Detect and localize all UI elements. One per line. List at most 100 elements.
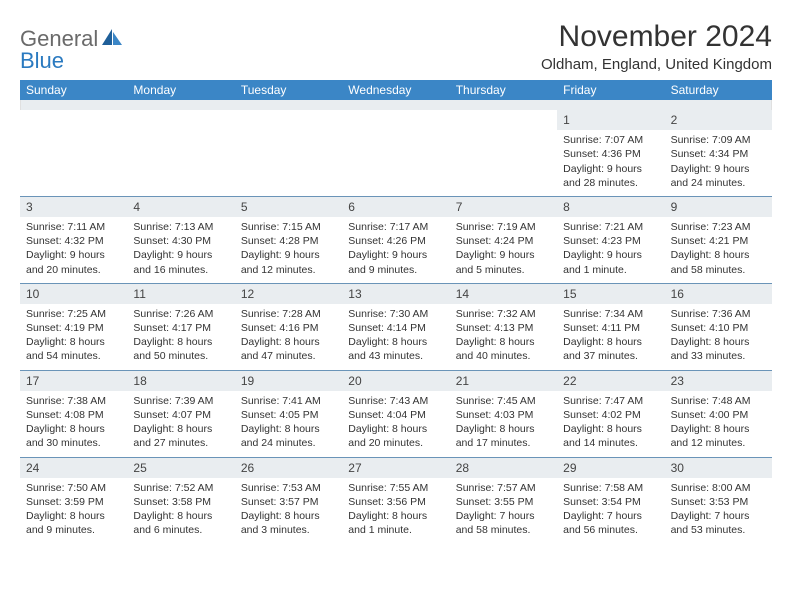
sunrise-line: Sunrise: 7:32 AM [456, 307, 551, 321]
sunset-line: Sunset: 4:02 PM [563, 408, 658, 422]
calendar-cell: 19Sunrise: 7:41 AMSunset: 4:05 PMDayligh… [235, 370, 342, 457]
daylight-line: and 24 minutes. [671, 176, 766, 190]
sunrise-line: Sunrise: 7:36 AM [671, 307, 766, 321]
daylight-line: Daylight: 8 hours [563, 422, 658, 436]
sunset-line: Sunset: 3:56 PM [348, 495, 443, 509]
daylight-line: and 28 minutes. [563, 176, 658, 190]
daylight-line: Daylight: 9 hours [26, 248, 121, 262]
daylight-line: and 37 minutes. [563, 349, 658, 363]
daylight-line: Daylight: 7 hours [456, 509, 551, 523]
daylight-line: and 9 minutes. [348, 263, 443, 277]
sunrise-line: Sunrise: 7:43 AM [348, 394, 443, 408]
calendar-cell: 20Sunrise: 7:43 AMSunset: 4:04 PMDayligh… [342, 370, 449, 457]
sunrise-line: Sunrise: 7:25 AM [26, 307, 121, 321]
day-number: 18 [127, 370, 234, 391]
day-number: 6 [342, 196, 449, 217]
daylight-line: Daylight: 8 hours [348, 509, 443, 523]
sunset-line: Sunset: 4:16 PM [241, 321, 336, 335]
sunset-line: Sunset: 4:26 PM [348, 234, 443, 248]
sunset-line: Sunset: 4:23 PM [563, 234, 658, 248]
day-number: 5 [235, 196, 342, 217]
daylight-line: Daylight: 8 hours [671, 422, 766, 436]
day-number: 24 [20, 457, 127, 478]
daylight-line: Daylight: 8 hours [348, 422, 443, 436]
sunrise-line: Sunrise: 7:15 AM [241, 220, 336, 234]
calendar-cell: 9Sunrise: 7:23 AMSunset: 4:21 PMDaylight… [665, 196, 772, 283]
sunrise-line: Sunrise: 7:50 AM [26, 481, 121, 495]
daylight-line: Daylight: 8 hours [241, 422, 336, 436]
daylight-line: Daylight: 9 hours [456, 248, 551, 262]
daylight-line: Daylight: 8 hours [241, 335, 336, 349]
daylight-line: and 1 minute. [563, 263, 658, 277]
sunrise-line: Sunrise: 7:39 AM [133, 394, 228, 408]
daylight-line: Daylight: 8 hours [671, 335, 766, 349]
daylight-line: and 43 minutes. [348, 349, 443, 363]
daylight-line: Daylight: 8 hours [241, 509, 336, 523]
daylight-line: and 12 minutes. [671, 436, 766, 450]
calendar-cell: 4Sunrise: 7:13 AMSunset: 4:30 PMDaylight… [127, 196, 234, 283]
sunset-line: Sunset: 4:05 PM [241, 408, 336, 422]
day-number: 1 [557, 110, 664, 130]
daylight-line: Daylight: 8 hours [26, 422, 121, 436]
daylight-line: and 56 minutes. [563, 523, 658, 537]
sunset-line: Sunset: 4:07 PM [133, 408, 228, 422]
daylight-line: and 27 minutes. [133, 436, 228, 450]
daylight-line: and 3 minutes. [241, 523, 336, 537]
sunrise-line: Sunrise: 7:57 AM [456, 481, 551, 495]
sunset-line: Sunset: 3:57 PM [241, 495, 336, 509]
calendar-cell: 6Sunrise: 7:17 AMSunset: 4:26 PMDaylight… [342, 196, 449, 283]
daylight-line: Daylight: 8 hours [348, 335, 443, 349]
calendar-cell: 30Sunrise: 8:00 AMSunset: 3:53 PMDayligh… [665, 457, 772, 544]
daylight-line: and 58 minutes. [671, 263, 766, 277]
calendar-cell [20, 110, 127, 196]
daylight-line: Daylight: 8 hours [456, 422, 551, 436]
week-row: 3Sunrise: 7:11 AMSunset: 4:32 PMDaylight… [20, 196, 772, 283]
day-header: Tuesday [235, 80, 342, 100]
day-number: 27 [342, 457, 449, 478]
daylight-line: and 40 minutes. [456, 349, 551, 363]
sunrise-line: Sunrise: 7:30 AM [348, 307, 443, 321]
calendar-cell: 10Sunrise: 7:25 AMSunset: 4:19 PMDayligh… [20, 283, 127, 370]
calendar-cell: 27 Sunrise: 7:55 AMSunset: 3:56 PMDayligh… [342, 457, 449, 544]
day-number: 7 [450, 196, 557, 217]
sunrise-line: Sunrise: 7:55 AM [348, 481, 443, 495]
day-number: 25 [127, 457, 234, 478]
sunrise-line: Sunrise: 7:47 AM [563, 394, 658, 408]
sunset-line: Sunset: 3:55 PM [456, 495, 551, 509]
sunrise-line: Sunrise: 7:34 AM [563, 307, 658, 321]
daylight-line: Daylight: 9 hours [133, 248, 228, 262]
calendar-cell: 2Sunrise: 7:09 AMSunset: 4:34 PMDaylight… [665, 110, 772, 196]
location: Oldham, England, United Kingdom [541, 56, 772, 73]
day-number: 13 [342, 283, 449, 304]
daylight-line: and 58 minutes. [456, 523, 551, 537]
daylight-line: Daylight: 8 hours [133, 335, 228, 349]
day-header: Sunday [20, 80, 127, 100]
daylight-line: Daylight: 8 hours [456, 335, 551, 349]
day-number: 22 [557, 370, 664, 391]
week-row: 24Sunrise: 7:50 AMSunset: 3:59 PMDayligh… [20, 457, 772, 544]
calendar-cell: 28Sunrise: 7:57 AMSunset: 3:55 PMDayligh… [450, 457, 557, 544]
week-row: 17Sunrise: 7:38 AMSunset: 4:08 PMDayligh… [20, 370, 772, 457]
sunrise-line: Sunrise: 7:45 AM [456, 394, 551, 408]
calendar-cell: 16Sunrise: 7:36 AMSunset: 4:10 PMDayligh… [665, 283, 772, 370]
sunrise-line: Sunrise: 7:53 AM [241, 481, 336, 495]
sunrise-line: Sunrise: 8:00 AM [671, 481, 766, 495]
daylight-line: and 12 minutes. [241, 263, 336, 277]
daylight-line: and 14 minutes. [563, 436, 658, 450]
sunrise-line: Sunrise: 7:28 AM [241, 307, 336, 321]
daylight-line: and 9 minutes. [26, 523, 121, 537]
week-row: 1Sunrise: 7:07 AMSunset: 4:36 PMDaylight… [20, 110, 772, 196]
sunset-line: Sunset: 4:03 PM [456, 408, 551, 422]
daylight-line: and 24 minutes. [241, 436, 336, 450]
day-number: 14 [450, 283, 557, 304]
calendar-cell: 5Sunrise: 7:15 AMSunset: 4:28 PMDaylight… [235, 196, 342, 283]
daylight-line: Daylight: 9 hours [348, 248, 443, 262]
daylight-line: Daylight: 8 hours [671, 248, 766, 262]
page: General Blue November 2024 Oldham, Engla… [0, 0, 792, 553]
sunrise-line: Sunrise: 7:09 AM [671, 133, 766, 147]
calendar-cell: 29Sunrise: 7:58 AMSunset: 3:54 PMDayligh… [557, 457, 664, 544]
sunset-line: Sunset: 4:30 PM [133, 234, 228, 248]
day-number: 30 [665, 457, 772, 478]
sunrise-line: Sunrise: 7:11 AM [26, 220, 121, 234]
sunrise-line: Sunrise: 7:38 AM [26, 394, 121, 408]
